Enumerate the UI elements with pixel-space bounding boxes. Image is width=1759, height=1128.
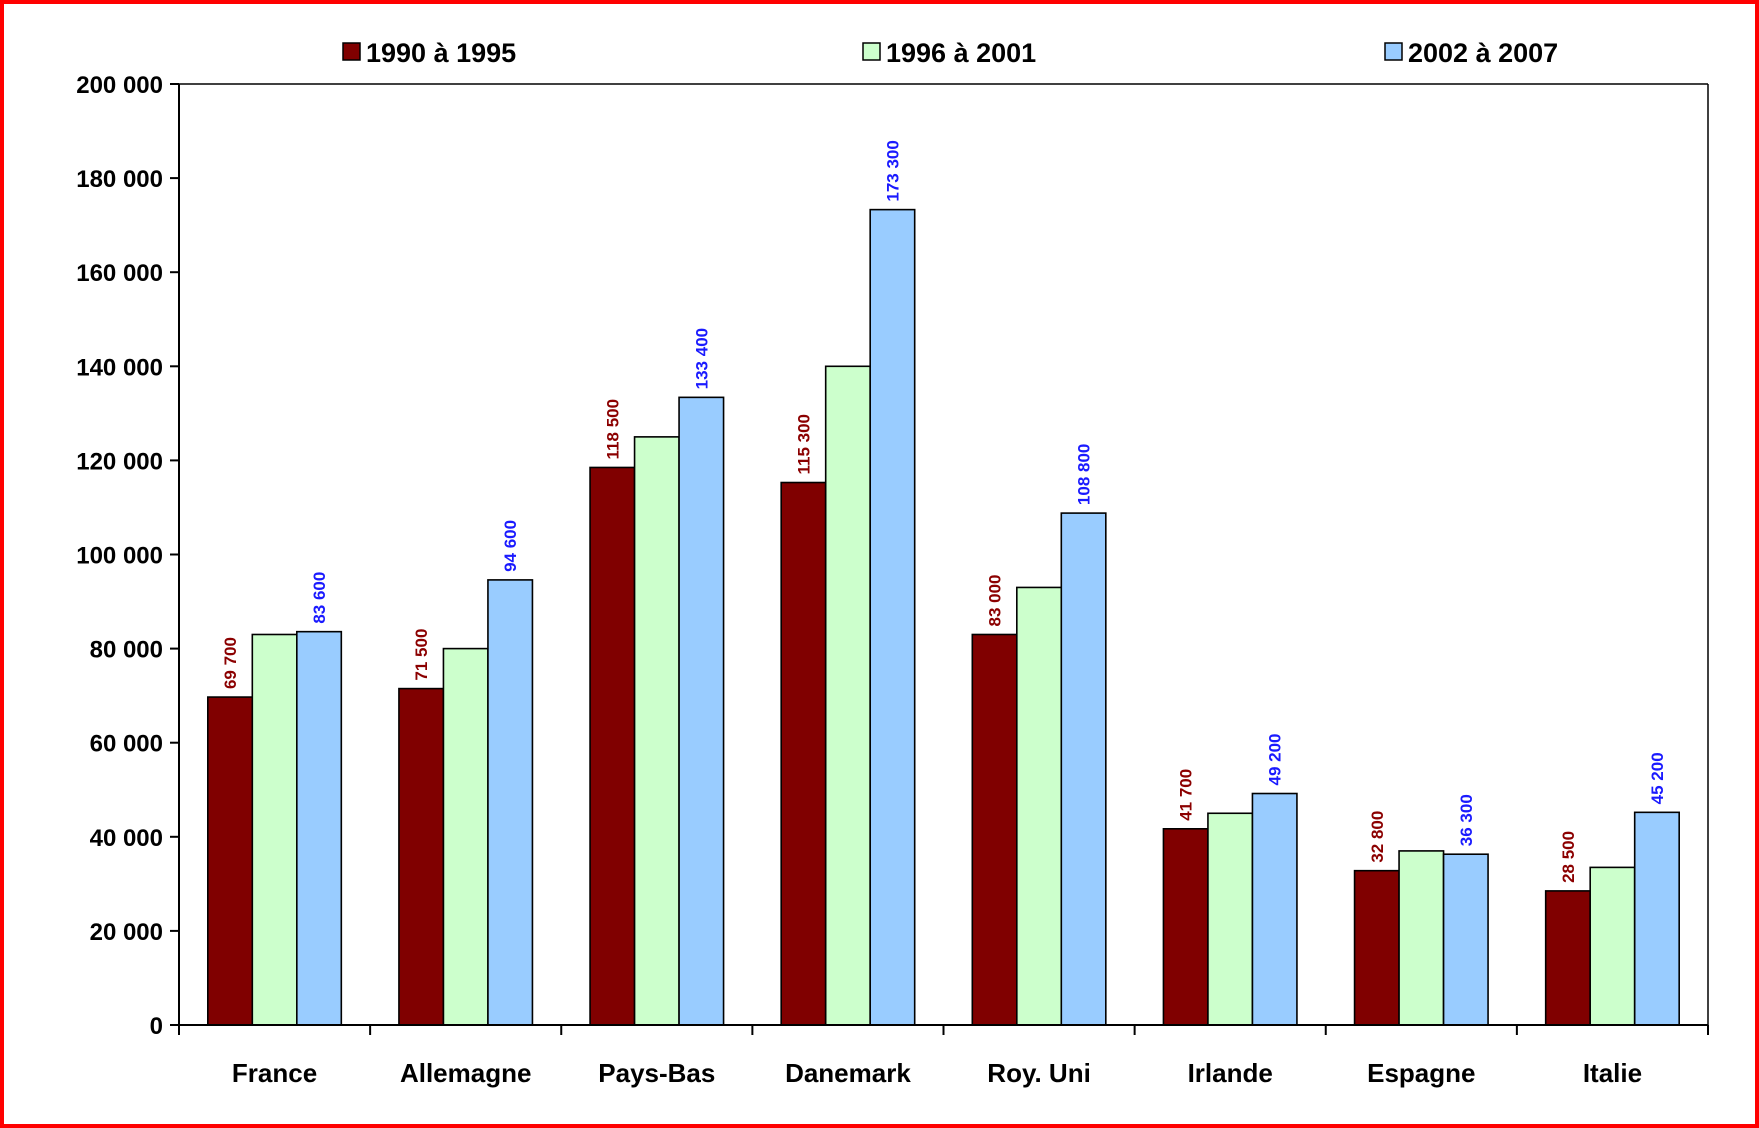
y-tick-label: 120 000 bbox=[76, 448, 163, 475]
data-label: 133 400 bbox=[692, 328, 711, 389]
bar bbox=[869, 208, 916, 1026]
data-label: 173 300 bbox=[883, 140, 902, 201]
bar bbox=[442, 647, 489, 1026]
x-category-label: Allemagne bbox=[400, 1058, 532, 1088]
y-tick-label: 140 000 bbox=[76, 354, 163, 381]
x-category-label: Irlande bbox=[1188, 1058, 1273, 1088]
bar bbox=[824, 365, 871, 1026]
bar bbox=[589, 466, 636, 1026]
data-label: 83 000 bbox=[986, 574, 1005, 626]
legend-label: 1990 à 1995 bbox=[366, 38, 516, 68]
legend-swatch bbox=[862, 42, 881, 61]
bar bbox=[1544, 890, 1591, 1026]
y-tick-label: 20 000 bbox=[90, 919, 163, 946]
legend: 1990 à 1995 1996 à 2001 2002 à 2007 bbox=[342, 38, 1558, 68]
data-label: 115 300 bbox=[794, 414, 813, 475]
bar bbox=[971, 633, 1018, 1026]
data-label: 41 700 bbox=[1177, 769, 1196, 821]
bar bbox=[1442, 853, 1489, 1026]
data-label: 94 600 bbox=[501, 520, 520, 572]
bar bbox=[207, 696, 254, 1026]
bar bbox=[1398, 850, 1445, 1026]
bars bbox=[207, 208, 1680, 1026]
bar bbox=[1207, 812, 1254, 1026]
y-tick-label: 40 000 bbox=[90, 825, 163, 852]
data-label: 118 500 bbox=[603, 399, 622, 460]
y-tick-label: 200 000 bbox=[76, 72, 163, 99]
legend-swatch bbox=[342, 42, 361, 61]
x-category-label: Italie bbox=[1583, 1058, 1642, 1088]
x-category-label: France bbox=[232, 1058, 317, 1088]
y-tick-label: 0 bbox=[150, 1013, 163, 1040]
bar bbox=[1016, 586, 1063, 1026]
data-label: 36 300 bbox=[1457, 794, 1476, 846]
y-tick-label: 80 000 bbox=[90, 637, 163, 664]
bar bbox=[296, 630, 343, 1026]
bar bbox=[1353, 869, 1400, 1026]
y-tick-label: 160 000 bbox=[76, 260, 163, 287]
bar bbox=[1162, 828, 1209, 1026]
bar bbox=[1060, 512, 1107, 1026]
legend-swatch bbox=[1384, 42, 1403, 61]
bar bbox=[1251, 792, 1298, 1026]
x-category-label: Roy. Uni bbox=[987, 1058, 1091, 1088]
data-label: 49 200 bbox=[1266, 734, 1285, 786]
y-axis: 0 20 000 40 000 60 000 80 000 100 000 120 000 1… bbox=[76, 72, 1709, 1040]
data-label: 32 800 bbox=[1368, 811, 1387, 863]
data-label: 71 500 bbox=[412, 629, 431, 681]
y-tick-label: 100 000 bbox=[76, 543, 163, 570]
y-tick-label: 60 000 bbox=[90, 731, 163, 758]
data-label: 83 600 bbox=[310, 572, 329, 624]
x-category-label: Pays-Bas bbox=[598, 1058, 715, 1088]
bar bbox=[1633, 811, 1680, 1026]
bar bbox=[487, 579, 534, 1026]
bar bbox=[251, 633, 298, 1026]
x-category-label: Espagne bbox=[1367, 1058, 1475, 1088]
bar bbox=[633, 436, 680, 1026]
data-label: 69 700 bbox=[221, 637, 240, 689]
bar bbox=[398, 687, 445, 1026]
data-label: 45 200 bbox=[1648, 752, 1667, 804]
legend-label: 1996 à 2001 bbox=[886, 38, 1036, 68]
x-category-label: Danemark bbox=[785, 1058, 911, 1088]
bar bbox=[678, 396, 725, 1026]
data-label: 28 500 bbox=[1559, 831, 1578, 883]
data-labels: 69 700 83 600 71 500 94 600 118 500 133 400 11… bbox=[221, 140, 1667, 883]
bar bbox=[1589, 866, 1636, 1026]
y-tick-label: 180 000 bbox=[76, 166, 163, 193]
data-label: 108 800 bbox=[1075, 444, 1094, 505]
bar bbox=[780, 481, 827, 1026]
x-axis: France Allemagne Pays-Bas Danemark Roy. Uni I… bbox=[178, 1024, 1709, 1088]
legend-label: 2002 à 2007 bbox=[1408, 38, 1558, 68]
